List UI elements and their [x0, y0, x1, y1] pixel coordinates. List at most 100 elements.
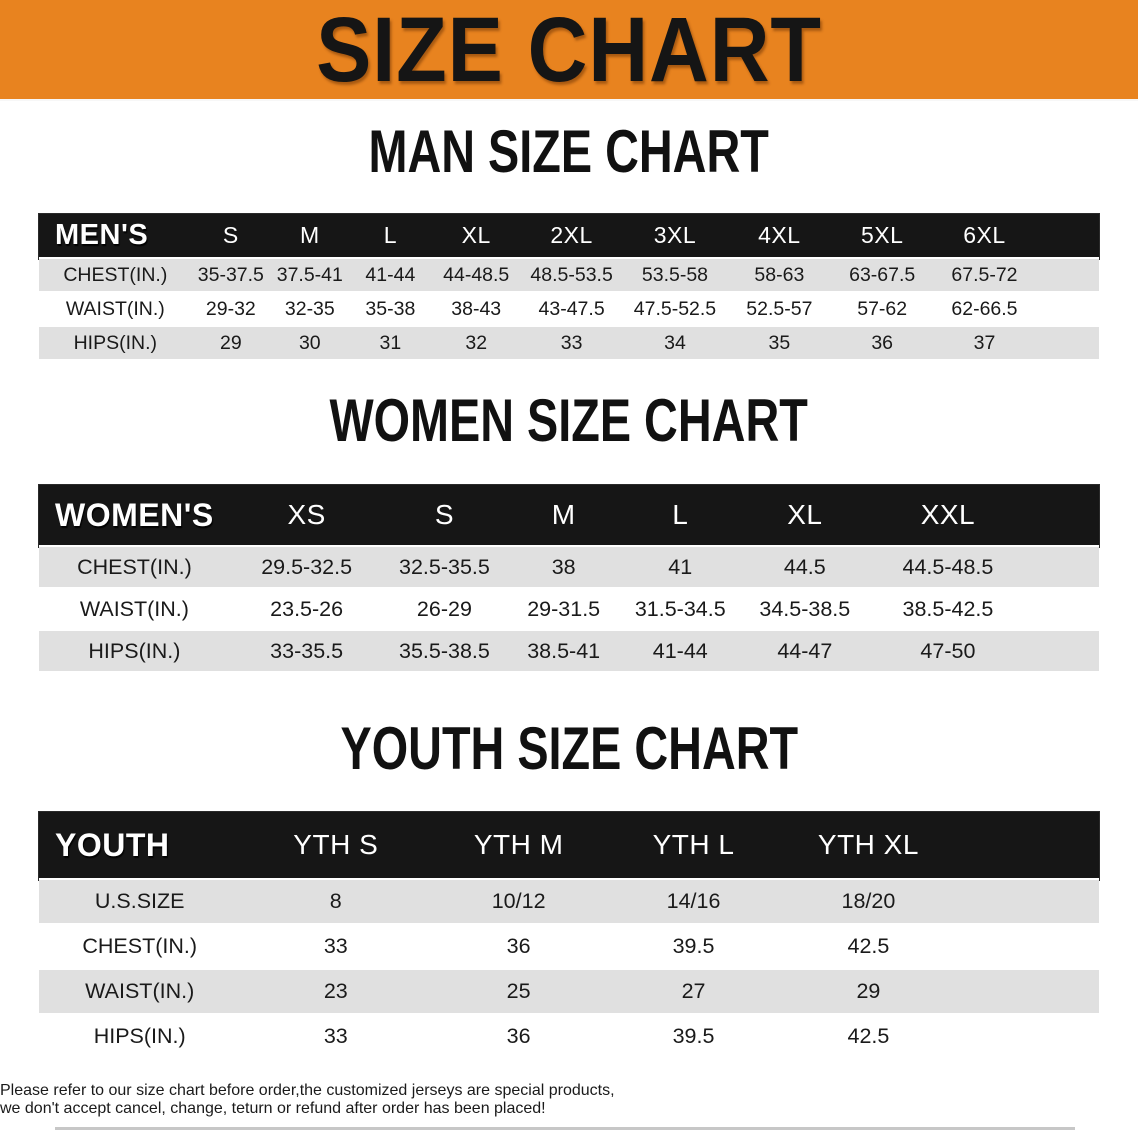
youth-table-body: U.S.SIZE 8 10/12 14/16 18/20 CHEST(IN.) 33 36 39…: [39, 880, 1099, 1060]
size-value: 57-62: [857, 297, 908, 320]
banner: SIZE CHART: [0, 0, 1138, 101]
size-value: 36: [506, 934, 531, 958]
size-value: 38: [551, 554, 576, 579]
table-row: HIPS(IN.) 33 36 39.5 42.5: [39, 1015, 1099, 1060]
size-value: 33: [323, 1024, 348, 1048]
table-row: CHEST(IN.) 33 36 39.5 42.5: [39, 925, 1099, 970]
men-size-section: MAN SIZE CHART MEN'S S M L XL 2XL 3XL 4XL 5XL 6XL…: [0, 122, 1138, 361]
size-value: 48.5-53.5: [530, 263, 613, 286]
size-value: 32: [465, 331, 488, 354]
size-value: 41: [668, 554, 693, 579]
table-row: U.S.SIZE 8 10/12 14/16 18/20: [39, 880, 1099, 925]
size-column-header: 5XL: [860, 222, 904, 248]
row-label: WAIST(IN.): [85, 979, 195, 1003]
size-value: 42.5: [847, 1024, 890, 1048]
size-value: 38-43: [451, 297, 502, 320]
size-value: 18/20: [841, 889, 896, 913]
size-column-header: L: [383, 222, 398, 248]
size-value: 47-50: [920, 638, 976, 663]
size-value: 34: [664, 331, 686, 354]
youth-size-table: YOUTH YTH S YTH M YTH L YTH XL U.S.SIZE 8 10/1…: [39, 812, 1099, 1060]
table-header-label: WOMEN'S: [55, 496, 214, 533]
women-section-heading-text: WOMEN SIZE CHART: [329, 387, 809, 454]
row-label: WAIST(IN.): [65, 297, 165, 320]
size-value: 44.5: [783, 554, 826, 579]
size-value: 36: [871, 331, 894, 354]
size-value: 67.5-72: [951, 263, 1018, 286]
youth-section-heading-text: YOUTH SIZE CHART: [340, 715, 798, 782]
size-column-header: YTH M: [473, 829, 564, 860]
size-column-header: XS: [287, 499, 326, 530]
women-table-body: CHEST(IN.) 29.5-32.5 32.5-35.5 38 41 44.5 44.5…: [39, 547, 1099, 673]
size-column-header: XL: [461, 222, 491, 248]
size-value: 29-32: [205, 297, 256, 320]
table-header-label: YOUTH: [55, 826, 170, 863]
row-label: HIPS(IN.): [88, 638, 181, 663]
table-header-label: MEN'S: [55, 219, 149, 251]
youth-size-section: YOUTH SIZE CHART YOUTH YTH S YTH M YTH L YTH…: [0, 715, 1138, 1060]
women-size-section: WOMEN SIZE CHART WOMEN'S XS S M L XL XXL CHEST…: [0, 387, 1138, 673]
size-value: 58-63: [754, 263, 805, 286]
table-row: HIPS(IN.) 33-35.5 35.5-38.5 38.5-41 41-44 44-…: [39, 631, 1099, 673]
size-column-header: S: [222, 222, 239, 248]
size-value: 36: [506, 1024, 531, 1048]
men-section-heading: MAN SIZE CHART: [0, 122, 1138, 189]
table-row: HIPS(IN.) 29 30 31 32 33 34 35 36 37: [39, 327, 1099, 361]
size-value: 38.5-42.5: [902, 596, 994, 621]
women-size-table: WOMEN'S XS S M L XL XXL CHEST(IN.) 29.5-32.5 32.…: [39, 485, 1099, 673]
photo-edge-line: [55, 1127, 1075, 1130]
youth-table-header-row: YOUTH YTH S YTH M YTH L YTH XL: [39, 812, 1099, 880]
size-value: 29.5-32.5: [261, 554, 353, 579]
size-value: 44-48.5: [443, 263, 510, 286]
disclaimer-line-1: Please refer to our size chart before or…: [0, 1082, 615, 1099]
size-value: 41-44: [365, 263, 416, 286]
size-value: 41-44: [652, 638, 708, 663]
size-value: 35-38: [365, 297, 416, 320]
size-value: 53.5-58: [641, 263, 709, 286]
size-value: 31: [379, 331, 402, 354]
size-value: 35: [768, 331, 791, 354]
size-value: 38.5-41: [527, 638, 601, 663]
size-column-header: 3XL: [653, 222, 697, 248]
size-value: 63-67.5: [849, 263, 916, 286]
size-value: 33-35.5: [270, 638, 344, 663]
size-value: 8: [329, 889, 342, 913]
men-table-body: CHEST(IN.) 35-37.5 37.5-41 41-44 44-48.5 48.5…: [39, 259, 1099, 361]
size-column-header: 4XL: [758, 222, 801, 248]
row-label: U.S.SIZE: [94, 889, 185, 913]
size-value: 25: [506, 979, 531, 1003]
size-value: 32-35: [284, 297, 335, 320]
table-row: CHEST(IN.) 35-37.5 37.5-41 41-44 44-48.5 48.5…: [39, 259, 1099, 293]
table-row: WAIST(IN.) 29-32 32-35 35-38 38-43 43-47.5 47.…: [39, 293, 1099, 327]
table-row: WAIST(IN.) 23 25 27 29: [39, 970, 1099, 1015]
size-column-header: S: [434, 499, 455, 530]
size-column-header: YTH XL: [817, 829, 919, 860]
row-label: HIPS(IN.): [93, 1024, 186, 1048]
row-label: WAIST(IN.): [79, 596, 189, 621]
size-column-header: YTH L: [652, 829, 735, 860]
size-value: 37.5-41: [276, 263, 343, 286]
size-column-header: XXL: [920, 499, 976, 530]
size-value: 37: [973, 331, 996, 354]
row-label: HIPS(IN.): [73, 331, 158, 354]
table-row: WAIST(IN.) 23.5-26 26-29 29-31.5 31.5-34.5 34…: [39, 589, 1099, 631]
size-value: 39.5: [672, 934, 715, 958]
size-value: 26-29: [416, 596, 472, 621]
size-value: 14/16: [666, 889, 721, 913]
size-value: 32.5-35.5: [399, 554, 490, 579]
size-column-header: M: [551, 499, 576, 530]
size-value: 44.5-48.5: [902, 554, 994, 579]
size-value: 10/12: [491, 889, 546, 913]
size-value: 34.5-38.5: [759, 596, 851, 621]
row-label: CHEST(IN.): [82, 934, 198, 958]
page-title: SIZE CHART: [316, 0, 822, 101]
size-column-header: YTH S: [293, 829, 379, 860]
size-value: 47.5-52.5: [633, 297, 717, 320]
size-column-header: 2XL: [550, 222, 593, 248]
size-column-header: L: [672, 499, 689, 530]
size-column-header: 6XL: [963, 222, 1006, 248]
women-section-heading: WOMEN SIZE CHART: [0, 387, 1138, 458]
size-value: 42.5: [847, 934, 890, 958]
men-size-table: MEN'S S M L XL 2XL 3XL 4XL 5XL 6XL CHEST(IN.) 35-3…: [39, 214, 1099, 361]
